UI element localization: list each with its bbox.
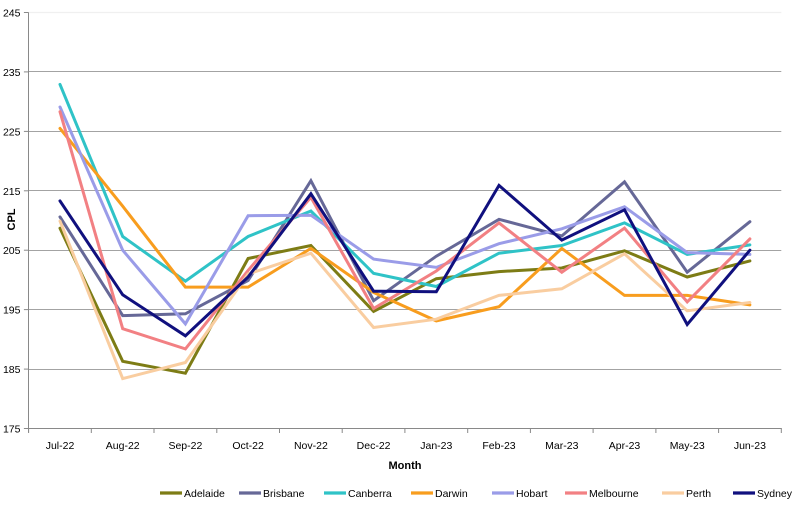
svg-text:Sep-22: Sep-22 bbox=[168, 440, 202, 452]
svg-text:Perth: Perth bbox=[686, 488, 711, 500]
svg-text:Oct-22: Oct-22 bbox=[232, 440, 264, 452]
svg-text:Brisbane: Brisbane bbox=[263, 488, 305, 500]
svg-text:Nov-22: Nov-22 bbox=[294, 440, 328, 452]
svg-text:195: 195 bbox=[3, 305, 21, 317]
svg-text:205: 205 bbox=[3, 245, 21, 257]
svg-text:185: 185 bbox=[3, 364, 21, 376]
svg-text:May-23: May-23 bbox=[670, 440, 705, 452]
svg-text:175: 175 bbox=[3, 424, 21, 436]
svg-text:Feb-23: Feb-23 bbox=[482, 440, 515, 452]
svg-text:Month: Month bbox=[389, 460, 422, 472]
svg-text:Jul-22: Jul-22 bbox=[46, 440, 75, 452]
svg-text:215: 215 bbox=[3, 186, 21, 198]
svg-text:Adelaide: Adelaide bbox=[184, 488, 225, 500]
svg-text:Canberra: Canberra bbox=[348, 488, 392, 500]
svg-text:Melbourne: Melbourne bbox=[589, 488, 639, 500]
svg-text:Hobart: Hobart bbox=[516, 488, 548, 500]
svg-text:Sydney: Sydney bbox=[757, 488, 793, 500]
svg-text:235: 235 bbox=[3, 67, 21, 79]
svg-text:225: 225 bbox=[3, 126, 21, 138]
svg-text:Jan-23: Jan-23 bbox=[420, 440, 452, 452]
svg-text:245: 245 bbox=[3, 8, 21, 20]
svg-text:Apr-23: Apr-23 bbox=[609, 440, 641, 452]
svg-text:Dec-22: Dec-22 bbox=[357, 440, 391, 452]
svg-text:Aug-22: Aug-22 bbox=[106, 440, 140, 452]
svg-text:Jun-23: Jun-23 bbox=[734, 440, 766, 452]
svg-text:CPL: CPL bbox=[6, 208, 18, 230]
svg-text:Darwin: Darwin bbox=[435, 488, 468, 500]
svg-text:Mar-23: Mar-23 bbox=[545, 440, 578, 452]
